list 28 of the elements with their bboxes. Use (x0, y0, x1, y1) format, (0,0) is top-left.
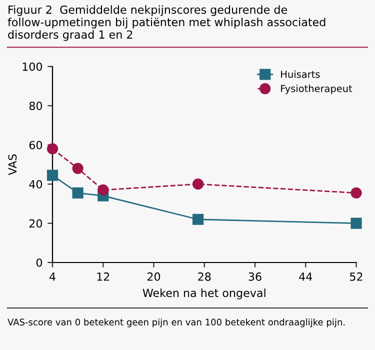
x-tick-label: 36 (248, 272, 262, 281)
point (98, 184, 109, 196)
legend-label: Fysiotherapeut (281, 84, 352, 94)
legend-label: Huisarts (281, 70, 320, 78)
point (72, 187, 84, 198)
point (46, 143, 58, 154)
x-tick-label: 28 (198, 272, 211, 281)
chart-title: Figuur 2 Gemiddelde nekpijnscores gedurende de follow-upmetingen bij patiënten met whiplash associated disorders graad 1 en 2 (8, 5, 326, 41)
x-tick-label: 52 (350, 272, 362, 281)
point (350, 218, 362, 229)
x-tick-label: 12 (97, 272, 110, 281)
y-tick-label: 80 (29, 102, 42, 110)
y-axis-title: VAS (8, 154, 17, 176)
point (192, 178, 204, 190)
point (350, 187, 362, 198)
x-tick-label: 20 (147, 272, 160, 281)
point (192, 214, 204, 225)
y-tick-label: 20 (29, 219, 42, 228)
text: VAS-score van 0 betekent geen pijn en van 100 betekent ondraaglijke pijn. (8, 318, 345, 328)
y-tick-label: 40 (29, 180, 42, 188)
point (46, 170, 58, 181)
y-tick-label: 0 (36, 258, 42, 267)
y-tick-label: 60 (29, 140, 42, 150)
x-tick-label: 44 (299, 272, 312, 281)
x-tick-label: 4 (50, 272, 56, 281)
x-axis-title: Weken na het ongeval (142, 288, 266, 300)
y-tick-label: 100 (22, 62, 42, 71)
point (72, 162, 84, 174)
